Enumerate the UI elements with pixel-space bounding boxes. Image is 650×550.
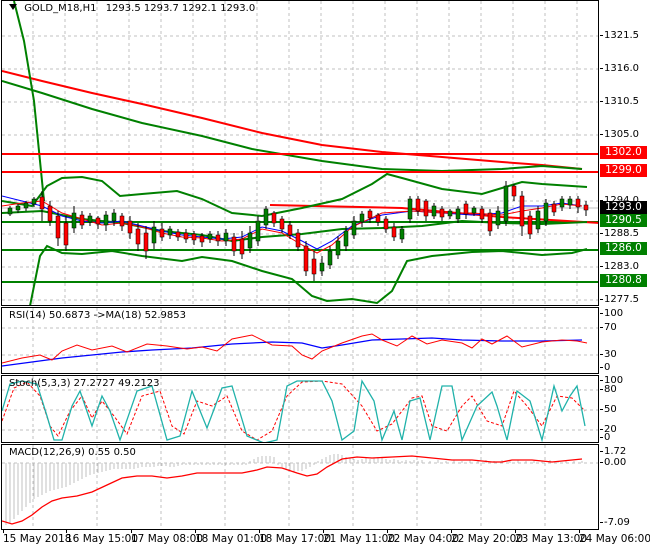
rsi-tick: 70 (600, 322, 617, 333)
macd-tick: 1.72 (599, 446, 627, 457)
stoch-tick: 50 (600, 404, 617, 415)
rsi-scale: 100 70 30 0 (599, 307, 650, 374)
ohlc-values: 1293.5 1293.7 1292.1 1293.0 (105, 3, 256, 14)
time-label: 23 May 13:00 (515, 529, 588, 545)
rsi-plot (2, 308, 598, 373)
stoch-plot (2, 376, 598, 442)
stoch-title: Stoch(5,3,3) 27.2727 49.2123 (9, 378, 160, 389)
candles (7, 181, 589, 281)
time-label: 16 May 15:00 (66, 529, 139, 545)
time-label: 18 May 17:00 (259, 529, 332, 545)
time-label: 22 May 20:00 (451, 529, 524, 545)
level-badge-1290-5: 1290.5 (600, 214, 647, 227)
ma-red-long (2, 70, 583, 170)
price-tick: 1277.5 (600, 294, 639, 305)
macd-histogram (5, 454, 583, 525)
stoch-main-line (2, 379, 586, 442)
level-badge-1299: 1299.0 (600, 164, 647, 177)
bollinger-upper (2, 172, 588, 218)
price-tick: 1294.0 (600, 195, 639, 206)
macd-scale: 1.72 0.00 -7.09 (599, 444, 650, 530)
triangle-down-icon[interactable] (9, 4, 17, 10)
price-scale[interactable]: 1321.5 1316.0 1310.5 1305.0 1294.0 1288.… (600, 0, 650, 306)
level-badge-1302: 1302.0 (600, 146, 647, 159)
price-tick: 1316.0 (600, 63, 639, 74)
macd-tick: -7.09 (600, 517, 630, 528)
rsi-tick: 0 (599, 362, 611, 373)
rsi-tick: 100 (599, 308, 624, 319)
macd-plot (2, 445, 598, 529)
rsi-line (2, 333, 588, 364)
time-axis[interactable]: 15 May 2018 16 May 15:00 17 May 08:00 18… (0, 529, 650, 550)
stoch-tick: 20 (600, 424, 617, 435)
macd-panel[interactable]: MACD(12,26,9) 0.55 0.50 (1, 444, 599, 530)
main-chart-panel[interactable]: GOLD_M18,H1 1293.5 1293.7 1292.1 1293.0 (1, 0, 599, 306)
time-label: 18 May 01:00 (195, 529, 268, 545)
bollinger-lower (29, 244, 588, 305)
stoch-tick: 0 (599, 432, 611, 443)
time-label: 21 May 11:00 (323, 529, 396, 545)
price-tick: 1310.5 (600, 96, 639, 107)
macd-signal-line (2, 455, 583, 525)
stoch-tick: 80 (600, 384, 617, 395)
macd-title: MACD(12,26,9) 0.55 0.50 (9, 447, 136, 458)
stoch-panel[interactable]: Stoch(5,3,3) 27.2727 49.2123 (1, 375, 599, 443)
time-label: 22 May 04:00 (387, 529, 460, 545)
stoch-signal-line (2, 380, 586, 441)
price-plot (2, 1, 598, 305)
rsi-ma-line (2, 337, 583, 367)
rsi-panel[interactable]: RSI(14) 50.6873 ->MA(18) 52.9853 (1, 307, 599, 374)
price-tick: 1321.5 (600, 30, 639, 41)
ma-green-long (2, 80, 583, 173)
stoch-scale: 100 80 50 20 0 (599, 375, 650, 443)
price-tick: 1305.0 (600, 129, 639, 140)
stoch-tick: 100 (599, 375, 624, 386)
time-label: 17 May 08:00 (131, 529, 204, 545)
level-badge-1280-8: 1280.8 (600, 274, 647, 287)
ma-green-steep (13, 1, 45, 202)
rsi-tick: 30 (600, 349, 617, 360)
level-badge-1286: 1286.0 (600, 242, 647, 255)
price-tick: 1283.0 (600, 261, 639, 272)
symbol-label: GOLD_M18,H1 (24, 3, 97, 14)
price-tick: 1288.5 (600, 228, 639, 239)
chart-title: GOLD_M18,H1 1293.5 1293.7 1292.1 1293.0 (9, 3, 255, 14)
rsi-title: RSI(14) 50.6873 ->MA(18) 52.9853 (9, 310, 186, 321)
time-label: 15 May 2018 (3, 529, 72, 545)
macd-tick: 0.00 (599, 457, 627, 468)
current-price-badge: 1293.0 (600, 201, 647, 214)
time-label: 24 May 06:00 (579, 529, 650, 545)
